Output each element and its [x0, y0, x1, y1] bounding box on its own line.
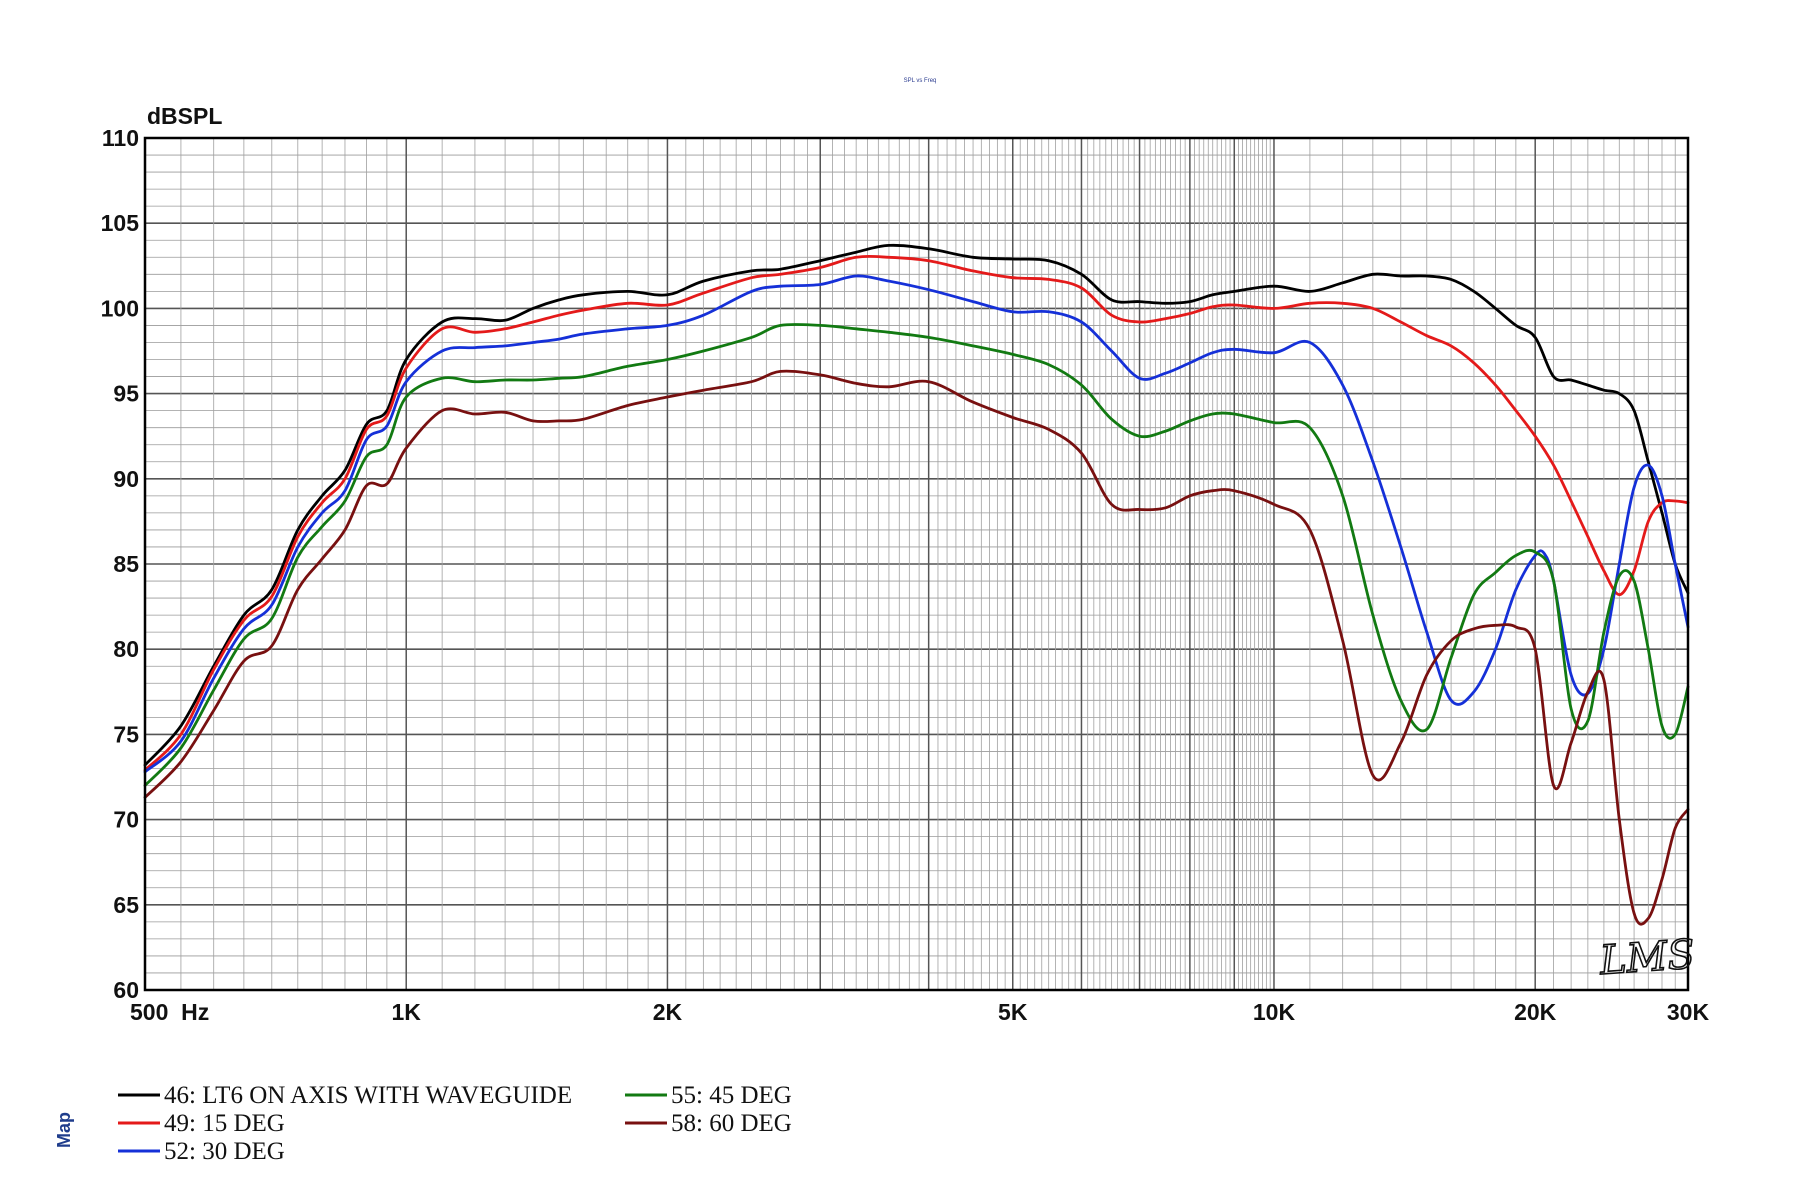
plot-frame — [143, 136, 1690, 992]
y-tick-label: 110 — [102, 125, 139, 151]
y-tick-label: 60 — [113, 977, 139, 1003]
x-tick-labels: 500 Hz 1K 2K 5K 10K 20K 30K — [130, 999, 1709, 1025]
legend-label-3: 55: 45 DEG — [671, 1082, 792, 1109]
legend-label-2: 52: 30 DEG — [164, 1138, 285, 1165]
x-tick-label: 500 Hz — [130, 999, 209, 1025]
series-line-4 — [143, 369, 1690, 926]
y-tick-label: 95 — [113, 381, 139, 407]
x-tick-label: 5K — [998, 999, 1028, 1025]
y-tick-label: 80 — [113, 636, 139, 662]
legend-label-4: 58: 60 DEG — [671, 1110, 792, 1137]
y-tick-label: 70 — [113, 807, 139, 833]
x-tick-label: 10K — [1253, 999, 1296, 1025]
lms-logo: LMS — [1597, 932, 1696, 985]
y-tick-label: 105 — [101, 210, 140, 236]
side-label-map: Map — [54, 1112, 74, 1148]
x-tick-label: 20K — [1514, 999, 1557, 1025]
series-line-0 — [143, 243, 1690, 767]
y-axis-label: dBSPL — [147, 103, 222, 129]
series-line-1 — [143, 254, 1690, 772]
y-tick-label: 100 — [101, 295, 139, 321]
legend-label-1: 49: 15 DEG — [164, 1110, 285, 1137]
series-line-3 — [143, 323, 1690, 787]
x-tick-label: 2K — [653, 999, 683, 1025]
y-tick-label: 85 — [113, 551, 139, 577]
series-layer — [143, 243, 1690, 926]
y-tick-label: 90 — [113, 466, 139, 492]
y-tick-labels: 60 65 70 75 80 85 90 95 100 105 110 — [101, 125, 140, 1003]
y-tick-label: 65 — [113, 892, 139, 918]
grid — [144, 137, 1689, 991]
chart-title: SPL vs Freq — [904, 78, 937, 84]
x-tick-label: 30K — [1667, 999, 1710, 1025]
y-tick-label: 75 — [113, 721, 139, 747]
legend-label-0: 46: LT6 ON AXIS WITH WAVEGUIDE — [164, 1082, 572, 1109]
x-tick-label: 1K — [392, 999, 422, 1025]
